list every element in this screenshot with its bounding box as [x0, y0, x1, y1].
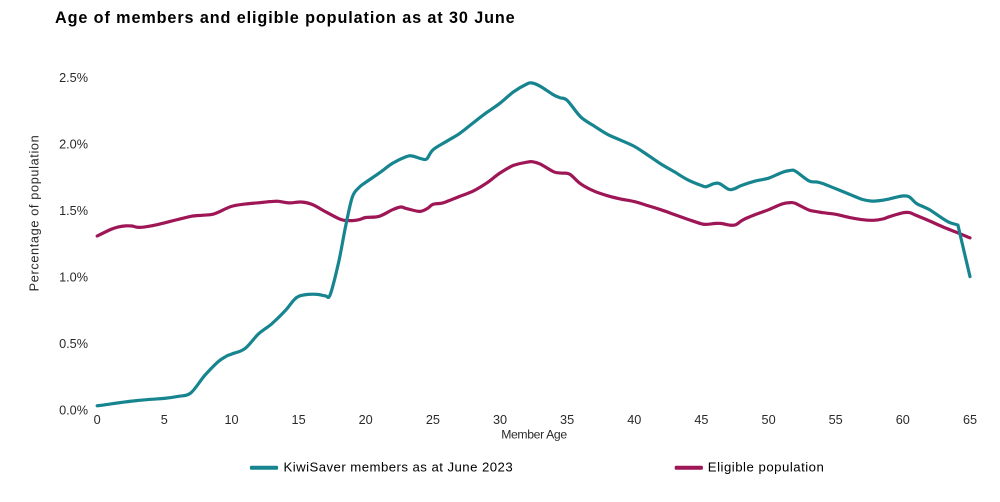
- svg-text:1.5%: 1.5%: [59, 204, 88, 218]
- svg-text:0: 0: [94, 413, 101, 427]
- svg-text:0.5%: 0.5%: [59, 337, 88, 351]
- svg-text:2.0%: 2.0%: [59, 138, 88, 152]
- svg-text:30: 30: [493, 413, 507, 427]
- svg-text:50: 50: [762, 413, 776, 427]
- svg-text:Eligible population: Eligible population: [708, 460, 825, 475]
- svg-text:Member Age: Member Age: [501, 428, 567, 442]
- svg-text:45: 45: [694, 413, 708, 427]
- svg-text:KiwiSaver members as at June 2: KiwiSaver members as at June 2023: [284, 460, 514, 475]
- svg-text:40: 40: [627, 413, 641, 427]
- svg-text:5: 5: [161, 413, 168, 427]
- svg-text:25: 25: [426, 413, 440, 427]
- svg-text:15: 15: [292, 413, 306, 427]
- svg-text:Percentage of population: Percentage of population: [27, 135, 41, 292]
- svg-text:35: 35: [560, 413, 574, 427]
- svg-text:10: 10: [224, 413, 238, 427]
- svg-text:20: 20: [359, 413, 373, 427]
- svg-text:60: 60: [896, 413, 910, 427]
- svg-text:1.0%: 1.0%: [59, 270, 88, 284]
- svg-text:Age of members and eligible po: Age of members and eligible population a…: [55, 9, 516, 27]
- svg-text:0.0%: 0.0%: [59, 403, 88, 417]
- svg-text:2.5%: 2.5%: [59, 71, 88, 85]
- svg-text:55: 55: [829, 413, 843, 427]
- svg-text:65: 65: [963, 413, 977, 427]
